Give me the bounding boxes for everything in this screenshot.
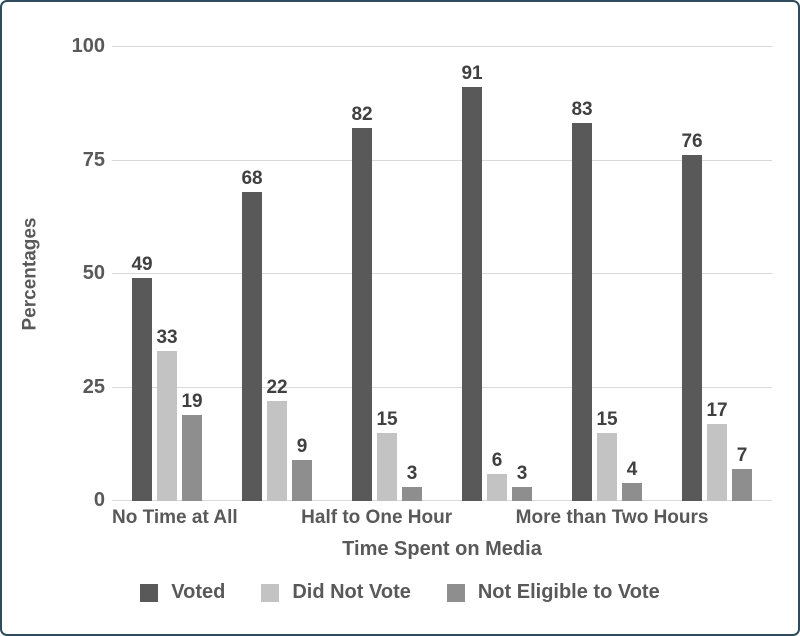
gridline-25 — [112, 386, 772, 388]
bar-voted — [352, 127, 372, 501]
bar-column-voted: 68 — [241, 46, 263, 501]
bar-column-voted: 76 — [681, 46, 703, 501]
bar-value-label: 19 — [181, 390, 203, 412]
bar-column-not-eligible-to-vote: 4 — [622, 46, 642, 501]
bar-group-1: 49 33 19 — [112, 46, 222, 501]
bar-value-label: 49 — [131, 254, 153, 276]
bar-value-label: 22 — [266, 376, 288, 398]
bar-column-did-not-vote: 15 — [376, 46, 398, 501]
bar-voted — [572, 123, 592, 501]
x-axis-title: Time Spent on Media — [342, 538, 542, 560]
bar-value-label: 91 — [461, 62, 483, 84]
x-category-label-half-to-one-hour: Half to One Hour — [301, 507, 453, 528]
bar-value-label: 3 — [516, 463, 528, 485]
x-axis-labels: No Time at All Half to One Hour More than … — [112, 507, 772, 529]
bar-not-eligible-to-vote — [292, 460, 312, 501]
y-tick-label-50: 50 — [82, 262, 105, 284]
legend-item-not-eligible-to-vote: Not Eligible to Vote — [446, 581, 660, 604]
legend-label: Did Not Vote — [292, 581, 411, 603]
y-tick-label-25: 25 — [82, 375, 105, 398]
bar-column-did-not-vote: 33 — [156, 46, 178, 501]
bar-column-voted: 82 — [351, 46, 373, 501]
y-tick-label-75: 75 — [82, 148, 105, 171]
bar-not-eligible-to-vote — [402, 487, 422, 501]
y-tick-label-0: 0 — [93, 489, 105, 511]
y-tick-label-100: 100 — [71, 35, 105, 57]
bar-group-5: 83 15 4 — [552, 46, 662, 501]
legend-swatch-icon — [140, 583, 159, 602]
bar-column-did-not-vote: 15 — [596, 46, 618, 501]
bar-not-eligible-to-vote — [182, 414, 202, 501]
legend-swatch-icon — [446, 583, 465, 602]
bar-column-did-not-vote: 6 — [487, 46, 507, 501]
bar-value-label: 6 — [491, 449, 503, 471]
legend-label: Not Eligible to Vote — [477, 581, 660, 603]
bar-value-label: 76 — [681, 131, 703, 153]
bar-value-label: 7 — [736, 445, 748, 467]
x-category-label-empty — [238, 507, 302, 529]
bar-group-4: 91 6 3 — [442, 46, 552, 501]
legend-item-voted: Voted — [140, 581, 225, 604]
bar-voted — [132, 278, 152, 501]
bar-group-2: 68 22 9 — [222, 46, 332, 501]
bar-not-eligible-to-vote — [622, 482, 642, 501]
bar-column-did-not-vote: 17 — [706, 46, 728, 501]
bar-value-label: 33 — [156, 326, 178, 348]
bar-did-not-vote — [267, 400, 287, 501]
bar-value-label: 15 — [376, 408, 398, 430]
x-category-label-no-time-at-all: No Time at All — [112, 507, 238, 528]
bar-did-not-vote — [487, 473, 507, 501]
bar-column-voted: 49 — [131, 46, 153, 501]
bar-value-label: 68 — [241, 167, 263, 189]
bar-group-6: 76 17 7 — [662, 46, 772, 501]
bar-did-not-vote — [707, 423, 727, 501]
bar-value-label: 82 — [351, 103, 373, 125]
gridline-50 — [112, 273, 772, 274]
bar-column-voted: 91 — [461, 46, 483, 501]
bar-voted — [462, 86, 482, 501]
x-category-label-more-than-two-hours: More than Two Hours — [515, 507, 709, 528]
bar-column-not-eligible-to-vote: 3 — [402, 46, 422, 501]
plot-area: 49 33 19 68 22 9 82 15 3 91 6 3 83 15 4 76 17 7 — [112, 46, 772, 501]
x-category-label-empty — [708, 507, 772, 529]
bar-column-not-eligible-to-vote: 19 — [181, 46, 203, 501]
bar-column-not-eligible-to-vote: 3 — [512, 46, 532, 501]
bar-value-label: 83 — [571, 99, 593, 121]
bar-group-3: 82 15 3 — [332, 46, 442, 501]
bar-groups: 49 33 19 68 22 9 82 15 3 91 6 3 83 15 4 76 17 7 — [112, 46, 772, 501]
bar-voted — [682, 155, 702, 501]
bar-did-not-vote — [597, 432, 617, 501]
bar-value-label: 15 — [596, 408, 618, 430]
legend-swatch-icon — [261, 583, 280, 602]
bar-value-label: 4 — [626, 458, 638, 480]
gridline-75 — [112, 159, 772, 161]
gridline-100 — [112, 46, 772, 47]
bar-did-not-vote — [157, 350, 177, 501]
bar-column-not-eligible-to-vote: 7 — [732, 46, 752, 501]
bar-value-label: 3 — [406, 463, 418, 485]
bar-column-voted: 83 — [571, 46, 593, 501]
bar-did-not-vote — [377, 432, 397, 501]
bar-column-did-not-vote: 22 — [266, 46, 288, 501]
bar-voted — [242, 191, 262, 501]
legend-label: Voted — [171, 581, 226, 603]
bar-value-label: 9 — [296, 436, 308, 458]
bar-column-not-eligible-to-vote: 9 — [292, 46, 312, 501]
legend: Voted Did Not Vote Not Eligible to Vote — [2, 581, 798, 604]
bar-not-eligible-to-vote — [512, 487, 532, 501]
bar-value-label: 17 — [706, 399, 728, 421]
bar-not-eligible-to-vote — [732, 469, 752, 501]
gridline-0 — [112, 500, 772, 501]
legend-item-did-not-vote: Did Not Vote — [261, 581, 411, 604]
x-category-label-empty — [452, 507, 516, 529]
